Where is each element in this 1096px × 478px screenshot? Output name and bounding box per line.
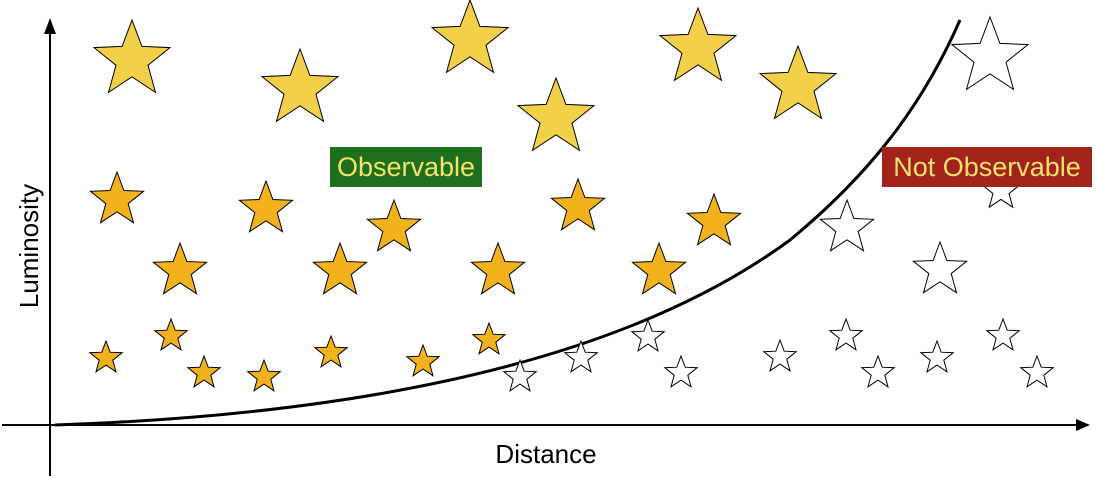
unobserved-star-icon bbox=[919, 339, 955, 373]
not-observable-label: Not Observable bbox=[882, 147, 1092, 187]
observable-label-background bbox=[330, 147, 482, 187]
medium-star-icon bbox=[152, 241, 208, 295]
unobserved-star-icon bbox=[630, 318, 666, 352]
unobserved-star-icon bbox=[950, 15, 1030, 91]
not-observable-label-background bbox=[882, 147, 1092, 187]
unobserved-star-icon bbox=[502, 358, 538, 392]
dim-star-icon bbox=[471, 321, 507, 355]
detection-threshold-curve bbox=[54, 19, 962, 427]
x-axis-arrowhead bbox=[1076, 419, 1090, 431]
dim-star-icon bbox=[246, 358, 282, 392]
medium-star-icon bbox=[238, 179, 294, 233]
medium-star-icon bbox=[89, 170, 145, 224]
dim-star-icon bbox=[405, 343, 441, 377]
bright-star-icon bbox=[758, 44, 838, 120]
unobserved-star-icon bbox=[1019, 354, 1055, 388]
observable-label: Observable bbox=[330, 147, 482, 187]
observable-label-text: Observable bbox=[337, 152, 475, 182]
unobserved-star-icon bbox=[912, 240, 968, 294]
medium-star-icon bbox=[631, 241, 687, 295]
medium-star-icon bbox=[550, 177, 606, 231]
stars bbox=[88, 0, 1055, 392]
medium-star-icon bbox=[470, 241, 526, 295]
bright-star-icon bbox=[92, 18, 172, 94]
medium-star-icon bbox=[366, 198, 422, 252]
axes bbox=[2, 18, 1090, 476]
not-observable-label-text: Not Observable bbox=[893, 152, 1081, 182]
unobserved-star-icon bbox=[762, 338, 798, 372]
dim-star-icon bbox=[186, 354, 222, 388]
unobserved-star-icon bbox=[663, 354, 699, 388]
y-axis-label: Luminosity bbox=[14, 184, 44, 308]
medium-star-icon bbox=[686, 192, 742, 246]
bright-star-icon bbox=[658, 6, 738, 82]
unobserved-star-icon bbox=[563, 339, 599, 373]
bright-star-icon bbox=[430, 0, 510, 74]
y-axis-arrowhead bbox=[44, 18, 56, 34]
dim-star-icon bbox=[153, 317, 189, 351]
dim-star-icon bbox=[88, 339, 124, 373]
unobserved-star-icon bbox=[860, 354, 896, 388]
medium-star-icon bbox=[312, 241, 368, 295]
unobserved-star-icon bbox=[828, 317, 864, 351]
bright-star-icon bbox=[260, 47, 340, 123]
unobserved-star-icon bbox=[819, 198, 875, 252]
dim-star-icon bbox=[313, 334, 349, 368]
x-axis-label: Distance bbox=[495, 439, 596, 469]
bright-star-icon bbox=[516, 76, 596, 152]
unobserved-star-icon bbox=[985, 317, 1021, 351]
